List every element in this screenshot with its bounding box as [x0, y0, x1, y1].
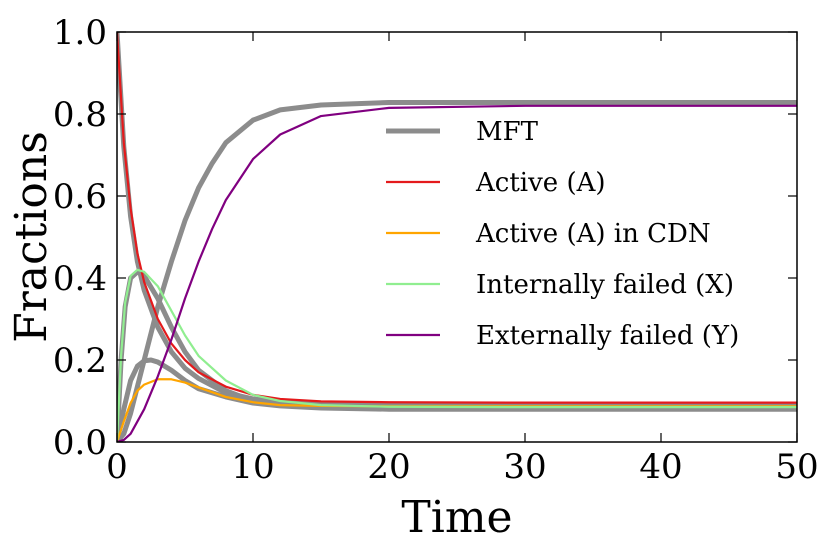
legend: MFT Active (A) Active (A) in CDN Internally…: [386, 117, 739, 351]
series-line-internally-failed-x: [117, 268, 797, 442]
legend-label-externally_failed: Externally failed (Y): [476, 321, 739, 351]
legend-label-active_cdn: Active (A) in CDN: [475, 219, 711, 249]
x-tick-label: 30: [503, 447, 546, 487]
x-tick-label: 10: [231, 447, 274, 487]
legend-label-internally_failed: Internally failed (X): [476, 270, 734, 300]
legend-label-mft: MFT: [476, 117, 539, 147]
series-layer: [117, 32, 797, 442]
plot-frame: [116, 31, 798, 443]
x-axis-label: Time: [401, 492, 512, 543]
y-tick-label: 0.0: [53, 423, 107, 463]
series-line-mft-externally-failed: [117, 100, 797, 442]
y-tick-label: 0.6: [53, 177, 107, 217]
y-tick-label: 0.8: [53, 95, 107, 135]
x-tick-label: 40: [639, 447, 682, 487]
y-tick-label: 0.4: [53, 259, 107, 299]
x-tick-label: 20: [367, 447, 410, 487]
x-tick-label: 0: [106, 447, 128, 487]
legend-label-active: Active (A): [475, 168, 606, 198]
series-line-active-a: [117, 32, 797, 404]
y-tick-label: 0.2: [53, 341, 107, 381]
series-line-externally-failed-y: [117, 104, 797, 442]
ticks-layer: 0 10 20 30 40 50 0.0 0.2 0.4 0.6 0.8 1.0: [53, 13, 819, 487]
y-tick-label: 1.0: [53, 13, 107, 53]
series-line-mft-active-in-cdn: [117, 357, 797, 442]
series-line-mft-active: [117, 32, 797, 408]
y-axis-label: Fractions: [6, 131, 57, 343]
x-tick-label: 50: [775, 447, 818, 487]
